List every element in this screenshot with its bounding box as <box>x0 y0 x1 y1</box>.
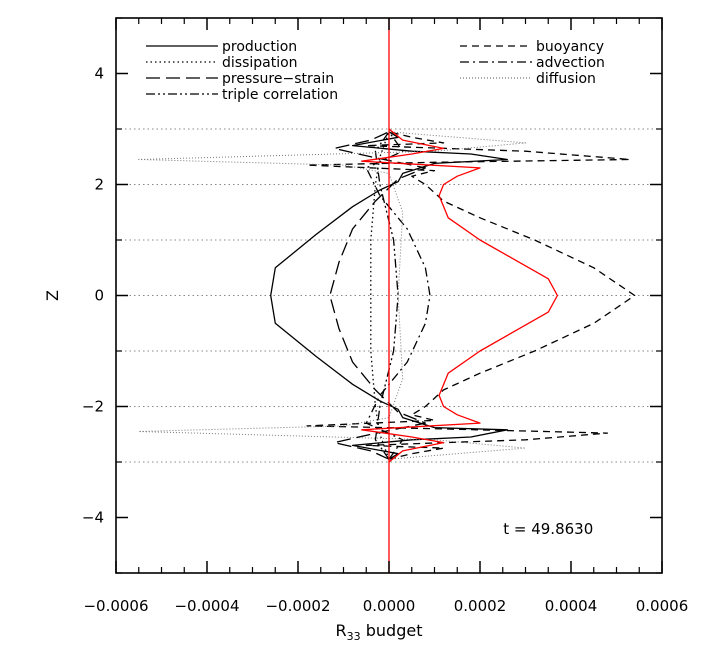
y-tick-label: −2 <box>82 398 104 416</box>
y-tick-label: 0 <box>94 287 104 305</box>
x-axis-title-main: R <box>336 621 347 640</box>
ticks-layer: −0.0006 −0.0004 −0.0002 0.0000 0.0002 0.0004 0… <box>82 17 689 615</box>
series-line-advection <box>365 131 431 460</box>
y-tick-label: 2 <box>94 176 104 194</box>
legend-label: triple correlation <box>222 87 338 103</box>
x-tick-label: −0.0002 <box>265 597 330 615</box>
legend-label: pressure−strain <box>222 71 334 87</box>
legend-label: buoyancy <box>536 39 604 55</box>
legend-label: production <box>222 39 297 55</box>
y-axis-title: Z <box>43 290 62 301</box>
series-layer <box>138 18 636 573</box>
x-tick-label: 0.0004 <box>545 597 598 615</box>
x-tick-label: −0.0004 <box>174 597 239 615</box>
legend-label: dissipation <box>222 55 298 71</box>
time-annotation: t = 49.8630 <box>503 520 593 538</box>
x-tick-label: −0.0006 <box>83 597 148 615</box>
series-line-pressure-strain <box>329 131 427 460</box>
series-line-buoyancy <box>306 131 636 460</box>
legend-label: diffusion <box>536 71 596 87</box>
legend-label: advection <box>536 55 605 71</box>
x-tick-label: 0.0006 <box>636 597 689 615</box>
x-axis-title-rest: budget <box>361 621 423 640</box>
x-axis-title-subscript: 33 <box>347 630 361 643</box>
x-tick-label: 0.0002 <box>454 597 507 615</box>
series-line-production <box>270 131 508 460</box>
series-line-unlabeled-red <box>361 128 559 463</box>
y-tick-label: −4 <box>82 509 104 527</box>
grid-layer <box>116 128 662 463</box>
x-axis-title: R33 budget <box>336 621 423 643</box>
x-tick-label: 0.0000 <box>363 597 416 615</box>
y-tick-label: 4 <box>94 65 104 83</box>
legend-layer: productiondissipationpressure−straintrip… <box>146 39 605 103</box>
